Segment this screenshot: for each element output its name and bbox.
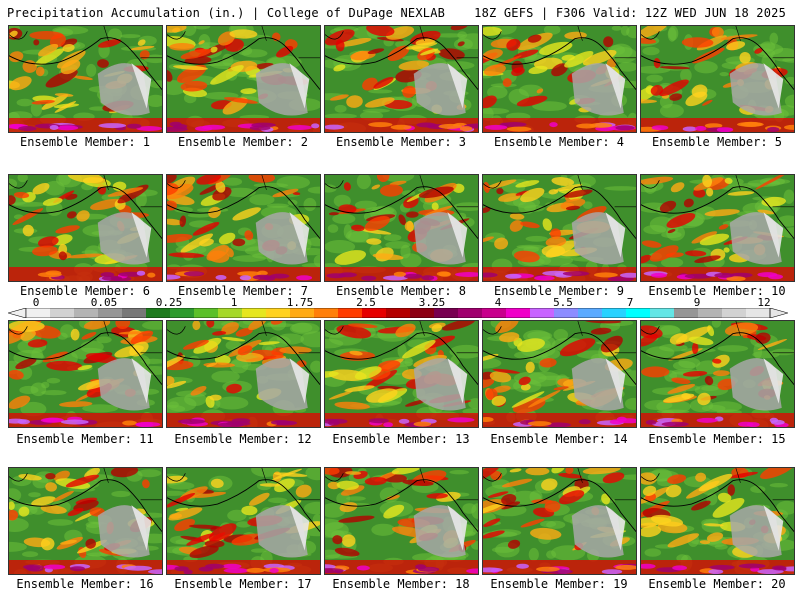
colorbar-swatch (458, 308, 483, 318)
colorbar-swatch (290, 308, 315, 318)
colorbar-tick-label: 12 (757, 296, 771, 309)
colorbar-swatch (626, 308, 651, 318)
colorbar-right-tip (769, 308, 788, 318)
ensemble-member-label: Ensemble Member: 8 (335, 284, 467, 298)
colorbar-tick-label: 3.25 (418, 296, 446, 309)
colorbar-swatch (698, 308, 723, 318)
map-panel (166, 25, 321, 133)
colorbar-swatch (314, 308, 339, 318)
colorbar-swatch (506, 308, 531, 318)
colorbar-tick-label: 4 (494, 296, 502, 309)
ensemble-member-label: Ensemble Member: 10 (648, 284, 786, 298)
colorbar-tick-label: 0.05 (90, 296, 118, 309)
map-panel (482, 174, 637, 282)
map-panel (324, 467, 479, 575)
ensemble-member-label: Ensemble Member: 7 (177, 284, 309, 298)
colorbar-swatch (218, 308, 243, 318)
colorbar-tick-label: 1 (230, 296, 238, 309)
ensemble-member-label: Ensemble Member: 4 (493, 135, 625, 149)
ensemble-member-label: Ensemble Member: 3 (335, 135, 467, 149)
colorbar-swatch (362, 308, 387, 318)
colorbar-swatch (122, 308, 147, 318)
map-panel (640, 25, 795, 133)
chart-title: Precipitation Accumulation (in.) | Colle… (7, 6, 446, 20)
colorbar (8, 308, 788, 318)
colorbar-left-tip (8, 308, 27, 318)
map-panel (482, 25, 637, 133)
colorbar-swatch (50, 308, 75, 318)
ensemble-member-label: Ensemble Member: 11 (16, 432, 154, 446)
colorbar-swatch (434, 308, 459, 318)
ensemble-member-label: Ensemble Member: 16 (16, 577, 154, 591)
ensemble-member-label: Ensemble Member: 12 (174, 432, 312, 446)
colorbar-swatch (98, 308, 123, 318)
colorbar-swatch (602, 308, 627, 318)
ensemble-member-label: Ensemble Member: 18 (332, 577, 470, 591)
colorbar-tick-label: 5.5 (553, 296, 573, 309)
colorbar-swatch (674, 308, 699, 318)
colorbar-swatch (26, 308, 51, 318)
map-panel (8, 467, 163, 575)
map-panel (166, 174, 321, 282)
colorbar-swatch (146, 308, 171, 318)
colorbar-swatch (554, 308, 579, 318)
ensemble-member-label: Ensemble Member: 2 (177, 135, 309, 149)
map-panel (8, 320, 163, 428)
ensemble-member-label: Ensemble Member: 14 (490, 432, 628, 446)
map-panel (8, 25, 163, 133)
map-panel (166, 467, 321, 575)
map-panel (482, 320, 637, 428)
ensemble-member-label: Ensemble Member: 6 (19, 284, 151, 298)
colorbar-swatch (194, 308, 219, 318)
colorbar-tick-label: 2.5 (356, 296, 376, 309)
map-panel (324, 320, 479, 428)
colorbar-tick-label: 7 (626, 296, 634, 309)
map-panel (640, 467, 795, 575)
colorbar-tick-label: 9 (693, 296, 701, 309)
run-info: 18Z GEFS | F306 Valid: 12Z WED JUN 18 20… (474, 6, 786, 20)
map-panel (482, 467, 637, 575)
map-panel (166, 320, 321, 428)
colorbar-swatch (722, 308, 747, 318)
map-panel (324, 174, 479, 282)
colorbar-tick-label: 0 (32, 296, 40, 309)
colorbar-swatch (338, 308, 363, 318)
map-panel (640, 320, 795, 428)
ensemble-member-label: Ensemble Member: 5 (651, 135, 783, 149)
ensemble-member-label: Ensemble Member: 9 (493, 284, 625, 298)
ensemble-member-label: Ensemble Member: 1 (19, 135, 151, 149)
colorbar-swatch (386, 308, 411, 318)
colorbar-swatch (578, 308, 603, 318)
ensemble-member-label: Ensemble Member: 15 (648, 432, 786, 446)
colorbar-tick-label: 1.75 (286, 296, 314, 309)
colorbar-swatch (74, 308, 99, 318)
colorbar-swatch (650, 308, 675, 318)
colorbar-tick-labels: 0 0.05 0.25 1 1.75 2.5 3.25 4 5.5 7 9 12 (0, 296, 800, 309)
colorbar-tick-label: 0.25 (155, 296, 183, 309)
colorbar-swatch (266, 308, 291, 318)
colorbar-swatch (410, 308, 435, 318)
map-panel (8, 174, 163, 282)
colorbar-swatch (170, 308, 195, 318)
ensemble-member-label: Ensemble Member: 17 (174, 577, 312, 591)
map-panel (640, 174, 795, 282)
colorbar-swatch (242, 308, 267, 318)
ensemble-member-label: Ensemble Member: 13 (332, 432, 470, 446)
map-panel (324, 25, 479, 133)
colorbar-swatch (530, 308, 555, 318)
colorbar-swatch (482, 308, 507, 318)
colorbar-swatch (746, 308, 771, 318)
ensemble-member-label: Ensemble Member: 19 (490, 577, 628, 591)
ensemble-member-label: Ensemble Member: 20 (648, 577, 786, 591)
